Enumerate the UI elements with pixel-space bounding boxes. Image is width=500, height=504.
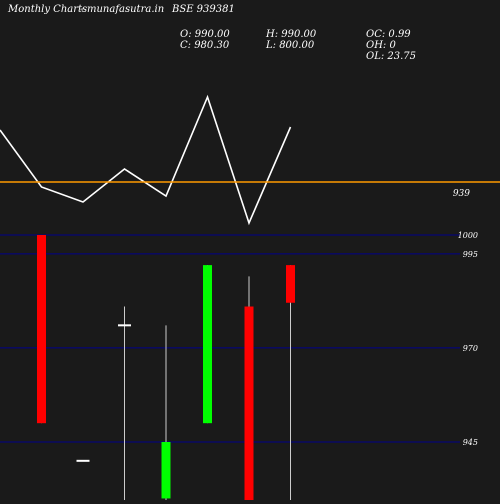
title-separator: - [80,4,84,15]
candle-panel: 1000 995 970 945 [0,231,478,500]
ohlc-low: L: 800.00 [265,40,315,51]
candle-body [37,235,46,424]
y-tick-label: 1000 [458,231,478,240]
ohlc-high: H: 990.00 [265,29,317,40]
y-tick-label: 995 [463,250,478,259]
reference-label: 939 [453,189,470,199]
candle-body [76,459,90,462]
ohlc-open: O: 990.00 [180,29,230,40]
y-tick-label: 945 [463,438,478,447]
chart-header: Monthly Charts - munafasutra.in BSE 9393… [7,4,416,62]
candle-body [118,324,131,327]
candle-body [244,306,254,500]
symbol-label: BSE 939381 [171,4,235,15]
ohlc-ol: OL: 23.75 [366,51,416,62]
price-line [0,94,292,226]
y-tick-label: 970 [463,344,478,353]
ohlc-oh: OH: 0 [366,40,396,51]
candle-body [161,442,171,499]
candle-body [203,265,212,424]
line-panel: 939 [0,94,500,226]
candle-body [286,265,295,303]
site-title: Monthly Charts [7,4,87,15]
ohlc-oc: OC: 0.99 [366,29,411,40]
ohlc-close: C: 980.30 [180,40,230,51]
site-domain: munafasutra.in [87,4,164,15]
